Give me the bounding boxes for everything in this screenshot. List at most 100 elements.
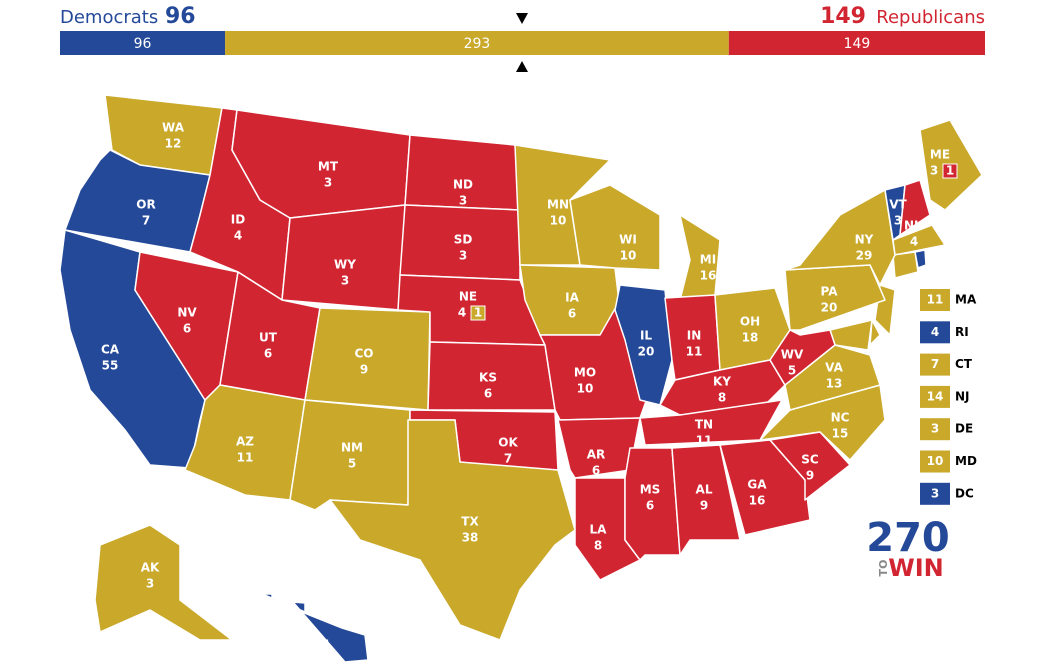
state-ev: 12 bbox=[165, 137, 182, 151]
state-ev: 10 bbox=[620, 249, 637, 263]
dem-label: Democrats bbox=[60, 7, 158, 28]
state-abbr: TX bbox=[461, 515, 479, 529]
state-abbr: WV bbox=[781, 348, 804, 362]
state-abbr: TN bbox=[695, 418, 713, 432]
state-ev: 38 bbox=[462, 531, 479, 545]
state-shape bbox=[329, 419, 576, 641]
rep-label: Republicans bbox=[876, 7, 985, 28]
state-abbr: OH bbox=[740, 315, 760, 329]
state-shape bbox=[784, 189, 896, 286]
legend-abbr: DC bbox=[955, 486, 974, 500]
district-box bbox=[942, 163, 958, 179]
state-ev: 4 bbox=[458, 306, 466, 320]
state-abbr: NY bbox=[855, 233, 874, 247]
legend-abbr: CT bbox=[955, 357, 973, 371]
state-abbr: SD bbox=[454, 233, 473, 247]
legend-abbr: MD bbox=[955, 454, 977, 468]
legend-box bbox=[920, 482, 950, 505]
state-abbr: MS bbox=[640, 483, 661, 497]
logo: 270 TO WIN bbox=[866, 515, 950, 582]
legend-box bbox=[920, 450, 950, 473]
state-shape bbox=[892, 251, 919, 279]
state-abbr: MT bbox=[318, 160, 339, 174]
bar-segment bbox=[728, 31, 985, 55]
state-shape bbox=[639, 399, 783, 446]
state-ev: 8 bbox=[718, 391, 726, 405]
state-ev: 3 bbox=[894, 214, 902, 228]
state-ev: 6 bbox=[592, 464, 600, 478]
state-abbr: AL bbox=[696, 483, 713, 497]
legend-abbr: DE bbox=[955, 422, 973, 436]
legend-ev: 3 bbox=[931, 486, 939, 500]
state-ev: 6 bbox=[484, 387, 492, 401]
marker-down bbox=[516, 13, 528, 24]
state-ev: 16 bbox=[700, 269, 717, 283]
state-abbr: OR bbox=[136, 198, 155, 212]
state-abbr: ID bbox=[231, 213, 245, 227]
state-abbr: AZ bbox=[236, 435, 254, 449]
state-ev: 13 bbox=[826, 377, 843, 391]
legend-ev: 11 bbox=[927, 293, 944, 307]
state-ev: 8 bbox=[594, 539, 602, 553]
legend-box bbox=[920, 385, 950, 408]
state-shape bbox=[671, 444, 741, 556]
state-ev: 3 bbox=[146, 577, 154, 591]
legend-ev: 4 bbox=[931, 325, 939, 339]
state-shape bbox=[94, 524, 233, 641]
state-abbr: ND bbox=[453, 178, 473, 192]
legend-ev: 10 bbox=[927, 454, 944, 468]
logo-to: TO bbox=[877, 560, 890, 577]
state-ev: 5 bbox=[348, 457, 356, 471]
state-shape bbox=[769, 329, 836, 386]
state-abbr: PA bbox=[821, 285, 839, 299]
state-ev: 16 bbox=[749, 494, 766, 508]
state-ev: 4 bbox=[318, 654, 326, 668]
legend-box bbox=[920, 289, 950, 311]
state-shape bbox=[261, 593, 369, 663]
state-ev: 11 bbox=[686, 345, 703, 359]
state-ev: 9 bbox=[700, 499, 708, 513]
state-ev: 6 bbox=[568, 307, 576, 321]
state-abbr: WI bbox=[619, 233, 637, 247]
state-ev: 6 bbox=[264, 347, 272, 361]
state-abbr: SC bbox=[801, 453, 819, 467]
state-ev: 3 bbox=[459, 249, 467, 263]
state-shape bbox=[899, 179, 931, 236]
state-abbr: MN bbox=[547, 198, 569, 212]
state-abbr: NV bbox=[177, 306, 197, 320]
state-shape bbox=[557, 417, 641, 479]
state-ev: 6 bbox=[183, 322, 191, 336]
state-abbr: IL bbox=[640, 329, 652, 343]
legend-ev: 3 bbox=[931, 422, 939, 436]
legend-box bbox=[920, 321, 950, 344]
state-abbr: IA bbox=[565, 291, 579, 305]
state-abbr: MO bbox=[574, 366, 596, 380]
state-ev: 9 bbox=[806, 469, 814, 483]
logo-win: WIN bbox=[888, 554, 944, 582]
state-abbr: IN bbox=[687, 329, 702, 343]
state-abbr: VT bbox=[889, 198, 907, 212]
rep-total: 149 bbox=[820, 4, 866, 29]
state-abbr: GA bbox=[747, 478, 767, 492]
state-abbr: OK bbox=[498, 436, 518, 450]
state-ev: 10 bbox=[577, 382, 594, 396]
state-ev: 9 bbox=[360, 363, 368, 377]
district-box bbox=[470, 305, 486, 321]
dem-total: 96 bbox=[165, 4, 196, 29]
state-abbr: VA bbox=[825, 361, 843, 375]
state-ev: 29 bbox=[856, 249, 873, 263]
state-ev: 18 bbox=[742, 331, 759, 345]
state-ev: 55 bbox=[102, 359, 119, 373]
state-ev: 3 bbox=[341, 274, 349, 288]
state-ev: 11 bbox=[237, 451, 254, 465]
district-ev: 1 bbox=[474, 306, 482, 320]
state-ev: 11 bbox=[696, 434, 713, 448]
state-abbr: AK bbox=[141, 561, 160, 575]
state-abbr: UT bbox=[259, 331, 278, 345]
state-abbr: AR bbox=[587, 448, 606, 462]
bar-segment bbox=[225, 31, 729, 55]
bar-label: 293 bbox=[464, 36, 491, 52]
state-abbr: NC bbox=[831, 411, 850, 425]
state-ev: 4 bbox=[234, 229, 242, 243]
